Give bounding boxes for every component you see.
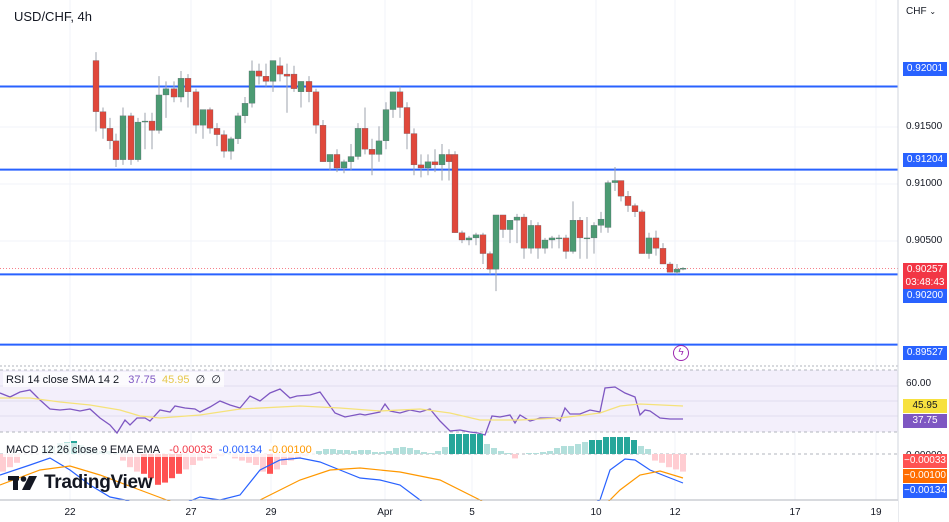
macd-signal-value: -0.00100 [268,444,312,456]
price-tick: 0.91500 [906,121,943,132]
rsi-sma-value: 45.95 [161,374,190,386]
price-level-tag: 0.91204 [903,153,947,167]
rsi-legend[interactable]: RSI 14 close SMA 14 2 37.75 45.95 ∅ ∅ [3,372,224,387]
price-level-tag: 0.92001 [903,62,947,76]
tradingview-logo-icon [8,476,37,490]
macd-value: -0.00134 [218,444,263,456]
macd-tag: −0.00134 [903,484,947,498]
time-tick: 5 [469,507,475,518]
price-level-tag: 0.90200 [903,289,947,303]
macd-hist-tag: −0.00033 [903,454,947,468]
macd-hist-value: -0.00033 [169,444,213,456]
time-tick: 17 [789,507,801,518]
price-tick: 0.91000 [906,178,943,189]
macd-signal-tag: −0.00100 [903,469,947,483]
macd-legend[interactable]: MACD 12 26 close 9 EMA EMA -0.00033 -0.0… [3,443,315,457]
time-tick: 10 [590,507,602,518]
lightning-event-icon[interactable]: ϟ [673,345,689,361]
price-level-tag: 0.90257 03:48:43 [903,263,947,289]
chevron-down-icon: ⌄ [929,7,937,16]
price-tick: 0.90500 [906,235,943,246]
time-tick: 22 [64,507,76,518]
time-tick: 19 [870,507,882,518]
price-level-tag: 0.89527 [903,346,947,360]
time-tick: 29 [265,507,277,518]
tradingview-logo[interactable]: TradingView [8,472,153,494]
time-tick: Apr [377,507,393,518]
rsi-tag: 37.75 [903,414,947,428]
time-tick: 12 [669,507,681,518]
countdown: 03:48:43 [905,277,945,288]
rsi-sma-tag: 45.95 [903,399,947,413]
symbol-title[interactable]: USD/CHF, 4h [14,9,93,24]
time-tick: 27 [185,507,197,518]
currency-selector[interactable]: CHF ⌄ [906,6,937,17]
rsi-axis-tick: 60.00 [906,378,932,389]
rsi-value: 37.75 [128,374,156,386]
